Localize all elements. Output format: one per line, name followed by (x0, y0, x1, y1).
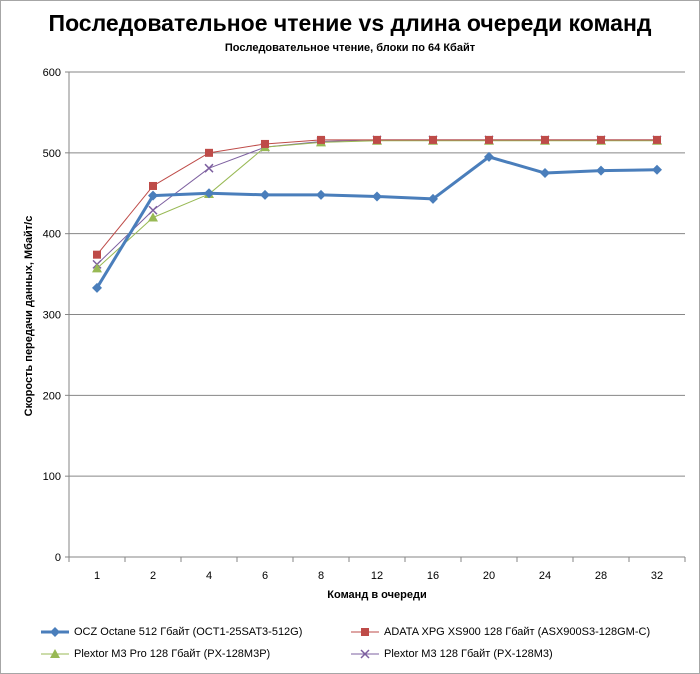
legend-item: ADATA XPG XS900 128 Гбайт (ASX900S3-128G… (350, 624, 650, 640)
data-point (596, 165, 606, 176)
data-point (148, 205, 158, 215)
x-tick-label: 24 (539, 570, 551, 582)
data-point (653, 135, 661, 144)
data-point (652, 164, 662, 175)
data-point (149, 181, 157, 190)
x-tick-label: 12 (371, 570, 383, 582)
x-tick-label: 20 (483, 570, 495, 582)
y-tick-label: 0 (55, 552, 61, 564)
series-line (95, 155, 658, 289)
data-point (205, 148, 213, 157)
data-point (372, 191, 382, 202)
data-point (92, 282, 102, 293)
x-tick-label: 8 (318, 570, 324, 582)
x-tick-label: 4 (206, 570, 212, 582)
data-point (260, 189, 270, 200)
legend-item: OCZ Octane 512 Гбайт (OCT1-25SAT3-512G) (40, 624, 302, 640)
y-tick-label: 200 (43, 390, 61, 402)
data-point (429, 135, 437, 144)
chart-title: Последовательное чтение vs длина очереди… (48, 10, 652, 36)
series-line (96, 140, 657, 269)
gridlines (69, 71, 685, 477)
x-tick-label: 2 (150, 570, 156, 582)
legend-swatch (351, 628, 379, 636)
y-tick-label: 500 (43, 148, 61, 160)
y-tick-label: 100 (43, 471, 61, 483)
data-point (204, 163, 214, 173)
data-point (148, 190, 158, 201)
data-point (93, 250, 101, 259)
legend-item: Plextor M3 Pro 128 Гбайт (PX-128M3P) (40, 646, 270, 662)
data-point (92, 263, 102, 273)
legend-marker (361, 628, 369, 636)
series-3 (92, 135, 662, 273)
x-axis-title: Команд в очереди (327, 589, 426, 601)
data-point (541, 135, 549, 144)
series-1 (92, 151, 662, 293)
x-tick-label: 1 (94, 570, 100, 582)
chart-subtitle: Последовательное чтение, блоки по 64 Кба… (224, 42, 476, 54)
data-point (316, 189, 326, 200)
data-point (485, 135, 493, 144)
y-tick-label: 600 (43, 67, 61, 79)
x-tick-label: 28 (595, 570, 607, 582)
legend-label: OCZ Octane 512 Гбайт (OCT1-25SAT3-512G) (74, 626, 303, 638)
legend-label: ADATA XPG XS900 128 Гбайт (ASX900S3-128G… (384, 626, 651, 638)
series-2 (93, 135, 661, 259)
legend-marker (360, 649, 370, 659)
legend-swatch (41, 649, 69, 658)
data-point (317, 135, 325, 144)
legend-swatch (351, 649, 379, 659)
legend-marker (50, 627, 60, 637)
legend-swatch (41, 627, 69, 637)
x-tick-label: 32 (651, 570, 663, 582)
legend-label: Plextor M3 128 Гбайт (PX-128M3) (384, 648, 553, 660)
x-tick-label: 6 (262, 570, 268, 582)
data-point (373, 135, 381, 144)
legend: OCZ Octane 512 Гбайт (OCT1-25SAT3-512G) A… (0, 618, 700, 668)
x-tick-label: 16 (427, 570, 439, 582)
data-point (428, 193, 438, 204)
data-point (484, 151, 494, 162)
y-tick-label: 400 (43, 229, 61, 241)
y-axis-title: Скорость передачи данных, Мбайт/с (23, 216, 35, 417)
data-point (148, 212, 158, 222)
data-point (261, 139, 269, 148)
y-tick-label: 300 (43, 310, 61, 322)
legend-item: Plextor M3 128 Гбайт (PX-128M3) (350, 646, 553, 662)
legend-label: Plextor M3 Pro 128 Гбайт (PX-128M3P) (74, 648, 271, 660)
series-4 (92, 135, 662, 269)
series-lines (92, 135, 662, 293)
legend-marker (50, 649, 60, 658)
data-point (540, 168, 550, 179)
series-line (96, 139, 657, 265)
data-point (204, 188, 214, 199)
data-point (597, 135, 605, 144)
